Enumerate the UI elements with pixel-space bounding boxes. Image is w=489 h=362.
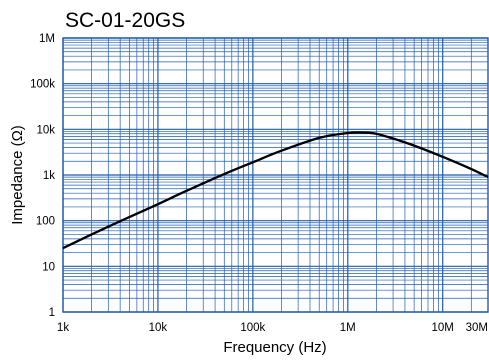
x-tick-label: 1M xyxy=(340,322,356,334)
y-tick-label: 10k xyxy=(36,124,55,136)
plot-frame xyxy=(62,37,489,313)
y-tick-labels: 1 10 100 1k 10k 100k 1M xyxy=(30,33,55,319)
x-axis-label: Frequency (Hz) xyxy=(223,339,326,356)
x-tick-label: 10k xyxy=(149,322,168,334)
x-tick-labels: 1k 10k 100k 1M 10M 30M xyxy=(57,322,488,334)
y-tick-label: 10 xyxy=(42,261,55,273)
y-tick-label: 1k xyxy=(43,170,55,182)
impedance-curve xyxy=(62,131,489,250)
y-tick-label: 1 xyxy=(49,307,55,319)
y-tick-label: 1M xyxy=(39,33,55,45)
x-tick-label: 10M xyxy=(432,322,454,334)
series-layer xyxy=(62,131,489,250)
y-tick-label: 100 xyxy=(36,216,55,228)
chart-title: SC-01-20GS xyxy=(65,9,185,32)
x-tick-label: 1k xyxy=(57,322,69,334)
x-tick-label: 30M xyxy=(466,322,488,334)
y-axis-label: Impedance (Ω) xyxy=(9,125,26,225)
x-tick-label: 100k xyxy=(240,322,265,334)
y-tick-label: 100k xyxy=(30,79,55,91)
